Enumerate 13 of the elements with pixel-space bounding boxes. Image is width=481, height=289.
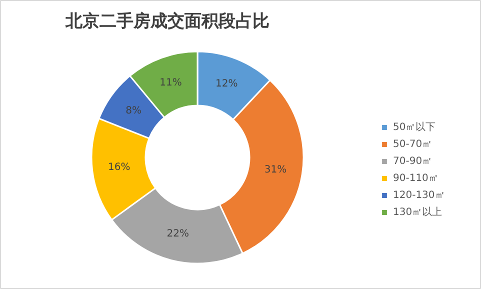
data-label: 12% [215,78,238,90]
legend-label: 50-70㎡ [393,138,432,151]
data-label: 8% [126,106,142,117]
data-label: 22% [166,228,189,240]
legend-label: 70-90㎡ [393,155,432,168]
data-label: 31% [264,164,287,176]
data-label: 16% [108,162,130,173]
legend-label: 90-110㎡ [393,172,438,185]
legend-label: 50㎡以下 [393,120,436,134]
chart-title: 北京二手房成交面积段占比 [64,12,270,32]
data-label: 11% [160,78,182,89]
legend-label: 130㎡以上 [393,206,442,219]
legend-label: 120-130㎡ [393,189,445,202]
